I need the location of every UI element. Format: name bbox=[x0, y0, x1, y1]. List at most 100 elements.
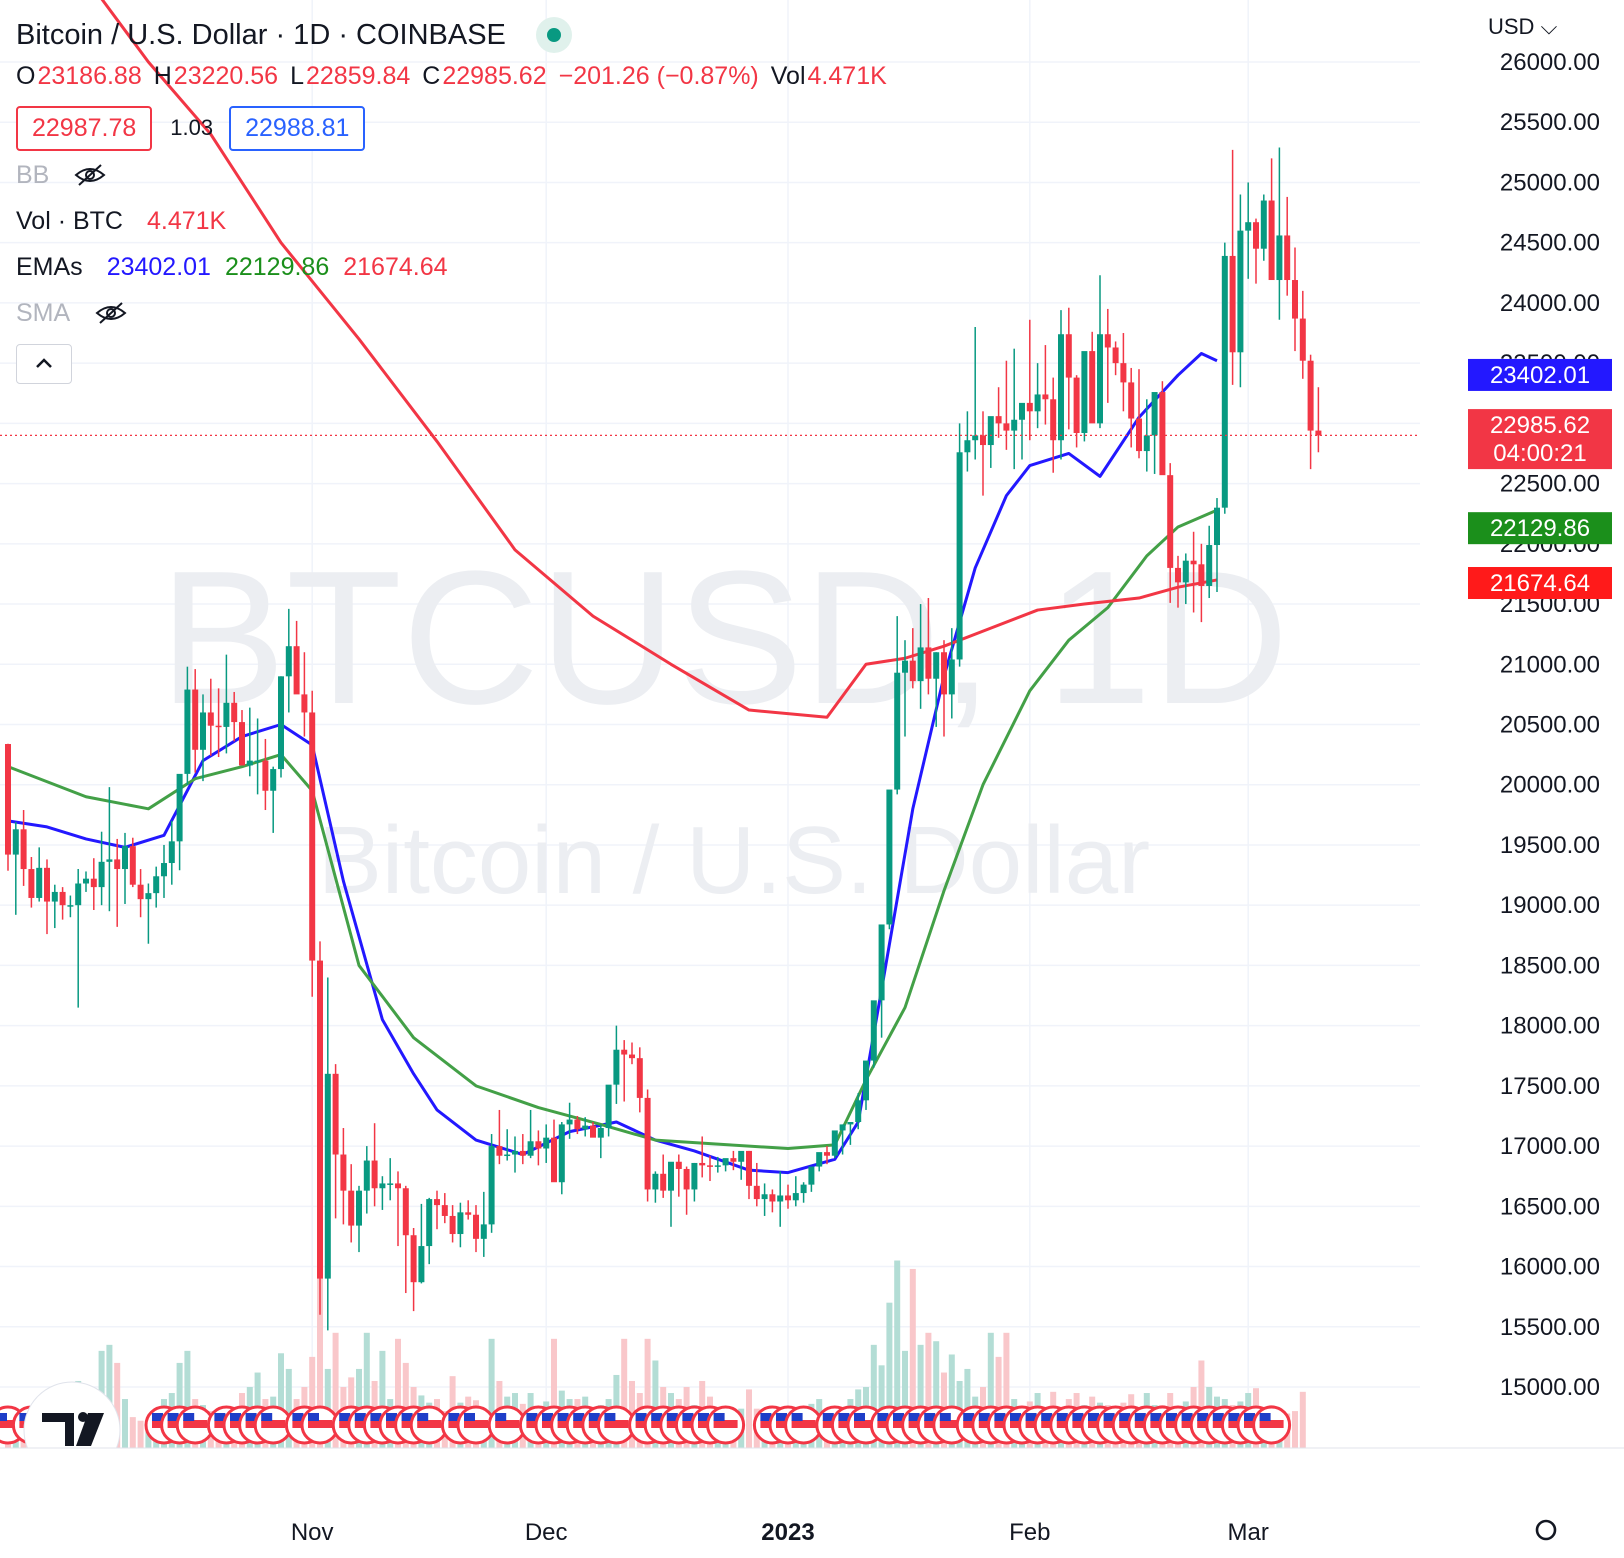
candle-body bbox=[441, 1205, 448, 1216]
volume-bar bbox=[987, 1332, 994, 1448]
volume-bar bbox=[176, 1362, 183, 1448]
buy-price-button[interactable]: 22988.81 bbox=[229, 105, 366, 151]
candle-body bbox=[215, 725, 222, 728]
candle-body bbox=[36, 867, 43, 898]
us-flag-event-icon bbox=[706, 1405, 746, 1445]
candle-body bbox=[933, 652, 940, 679]
price-tag-label: 21674.64 bbox=[1490, 570, 1590, 597]
candle-body bbox=[332, 1073, 339, 1155]
candle-body bbox=[980, 435, 986, 446]
market-status-icon[interactable] bbox=[535, 17, 572, 53]
time-axis: Nov Dec 2023 Feb Mar bbox=[0, 1447, 1624, 1558]
candle-body bbox=[1260, 200, 1267, 249]
candle-body bbox=[1120, 363, 1127, 383]
candle-body bbox=[1026, 402, 1033, 412]
candle-body bbox=[449, 1215, 456, 1235]
candle-body bbox=[855, 1100, 862, 1122]
price-tick-label: 15000.00 bbox=[1500, 1374, 1600, 1401]
candle-body bbox=[168, 841, 175, 864]
candle-body bbox=[122, 846, 128, 870]
candle-body bbox=[644, 1097, 651, 1190]
us-flag-event-icon bbox=[784, 1405, 824, 1445]
collapse-legend-button[interactable] bbox=[16, 344, 72, 384]
candle-body bbox=[457, 1212, 464, 1235]
candle-body bbox=[574, 1119, 581, 1130]
candle-body bbox=[808, 1166, 815, 1185]
volume-bar bbox=[933, 1341, 940, 1448]
candle-body bbox=[558, 1124, 565, 1183]
countdown-label: 04:00:21 bbox=[1493, 440, 1586, 467]
volume-bar bbox=[917, 1344, 924, 1448]
chevron-down-icon: ⌵ bbox=[1540, 14, 1558, 39]
price-axis-bg bbox=[1420, 0, 1624, 1558]
volume-bar bbox=[184, 1350, 191, 1448]
candle-body bbox=[410, 1235, 417, 1283]
high-value: 23220.56 bbox=[173, 61, 279, 90]
indicator-emas[interactable]: EMAs 23402.01 22129.86 21674.64 bbox=[16, 244, 899, 290]
candle-body bbox=[20, 829, 27, 870]
candle-body bbox=[363, 1160, 370, 1191]
candle-body bbox=[582, 1125, 589, 1130]
candle-body bbox=[83, 878, 89, 884]
price-tag-label: 23402.01 bbox=[1490, 362, 1590, 389]
volume-bar bbox=[317, 1272, 323, 1448]
price-tick-label: 17000.00 bbox=[1500, 1133, 1600, 1160]
candle-body bbox=[246, 760, 253, 766]
candle-body bbox=[683, 1168, 690, 1190]
candle-body bbox=[1136, 418, 1142, 452]
time-tick-label: 2023 bbox=[761, 1519, 814, 1546]
indicator-volume[interactable]: Vol · BTC 4.471K bbox=[16, 198, 899, 244]
candle-body bbox=[917, 647, 924, 682]
indicator-bb[interactable]: BB bbox=[16, 152, 899, 198]
change-value: −201.26 (−0.87%) bbox=[558, 61, 759, 90]
vol-label: Vol · BTC bbox=[16, 206, 123, 235]
candle-body bbox=[527, 1141, 534, 1156]
candle-body bbox=[270, 769, 277, 791]
candle-body bbox=[730, 1158, 737, 1162]
candle-body bbox=[738, 1150, 745, 1162]
price-axis: 26000.00 25500.00 25000.00 24500.00 24000.00… bbox=[1420, 0, 1624, 1558]
candle-body bbox=[785, 1195, 791, 1201]
grid bbox=[0, 0, 1420, 1448]
candle-body bbox=[473, 1214, 479, 1239]
price-tick-label: 16500.00 bbox=[1500, 1193, 1600, 1220]
volume-bar bbox=[886, 1302, 893, 1448]
currency-selector[interactable]: USD ⌵ bbox=[1488, 14, 1557, 40]
candle-body bbox=[714, 1165, 721, 1167]
candle-body bbox=[1284, 235, 1291, 281]
candle-body bbox=[870, 1000, 877, 1061]
candle-body bbox=[1229, 255, 1236, 353]
close-value: 22985.62 bbox=[442, 61, 547, 90]
eye-hidden-icon[interactable] bbox=[94, 301, 128, 325]
candle-body bbox=[348, 1190, 355, 1226]
time-tick-label: Feb bbox=[1009, 1519, 1050, 1546]
candle-body bbox=[722, 1158, 729, 1166]
volume-bar bbox=[909, 1268, 916, 1448]
price-tag-bg bbox=[1468, 512, 1612, 545]
low-value: 22859.84 bbox=[305, 61, 411, 90]
sell-price-button[interactable]: 22987.78 bbox=[16, 105, 153, 151]
price-tick-label: 24500.00 bbox=[1500, 230, 1600, 257]
candle-body bbox=[75, 883, 82, 906]
symbol-title[interactable]: Bitcoin / U.S. Dollar · 1D · COINBASE bbox=[16, 18, 506, 51]
indicator-sma[interactable]: SMA bbox=[16, 290, 899, 336]
candle-body bbox=[1151, 392, 1158, 436]
candle-body bbox=[106, 859, 113, 862]
candle-body bbox=[972, 435, 979, 441]
volume-bar bbox=[870, 1344, 877, 1448]
price-tag-bg bbox=[1468, 567, 1612, 600]
volume-value: 4.471K bbox=[807, 61, 887, 90]
candle-body bbox=[262, 760, 269, 791]
candle-body bbox=[1128, 382, 1135, 419]
candle-body bbox=[512, 1150, 518, 1155]
currency-label: USD bbox=[1488, 14, 1535, 39]
time-tick-label: Mar bbox=[1228, 1519, 1269, 1546]
candle-body bbox=[566, 1119, 573, 1125]
candle-body bbox=[863, 1060, 869, 1101]
candle-body bbox=[948, 659, 955, 695]
candle-body bbox=[753, 1185, 760, 1200]
volume-bar bbox=[948, 1354, 955, 1448]
candle-body bbox=[746, 1150, 752, 1186]
eye-hidden-icon[interactable] bbox=[73, 163, 107, 187]
